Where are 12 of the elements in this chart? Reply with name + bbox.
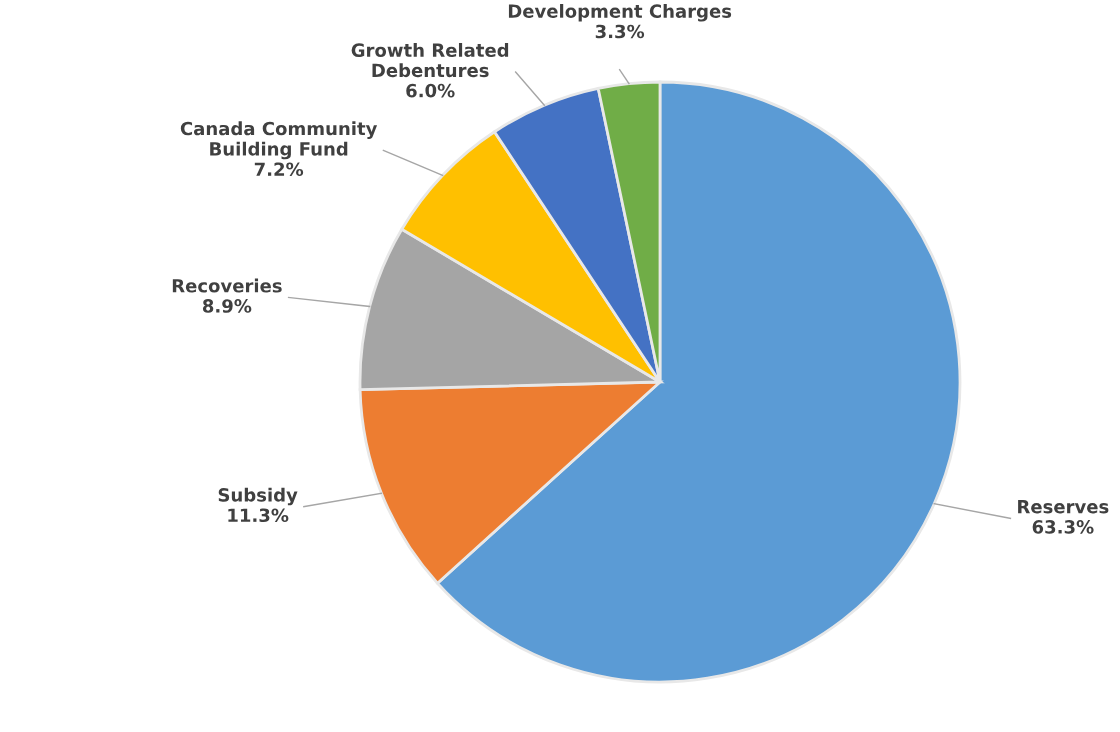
slice-label: Recoveries xyxy=(172,278,282,293)
slice-label: Growth Related Debentures xyxy=(351,43,509,78)
slice-label: Subsidy xyxy=(218,487,298,506)
slice-label: Reserves xyxy=(1018,500,1109,514)
data-label: 63.3% xyxy=(1032,520,1094,534)
data-label: 8.9% xyxy=(202,299,252,313)
slice-label: Development Charges xyxy=(508,3,732,22)
data-label: 11.3% xyxy=(228,508,289,523)
slice-label: Canada Community Building Fund xyxy=(180,121,378,160)
data-label: 7.2% xyxy=(254,162,304,177)
data-label: 6.0% xyxy=(406,83,455,98)
data-label: 3.3% xyxy=(595,24,645,39)
